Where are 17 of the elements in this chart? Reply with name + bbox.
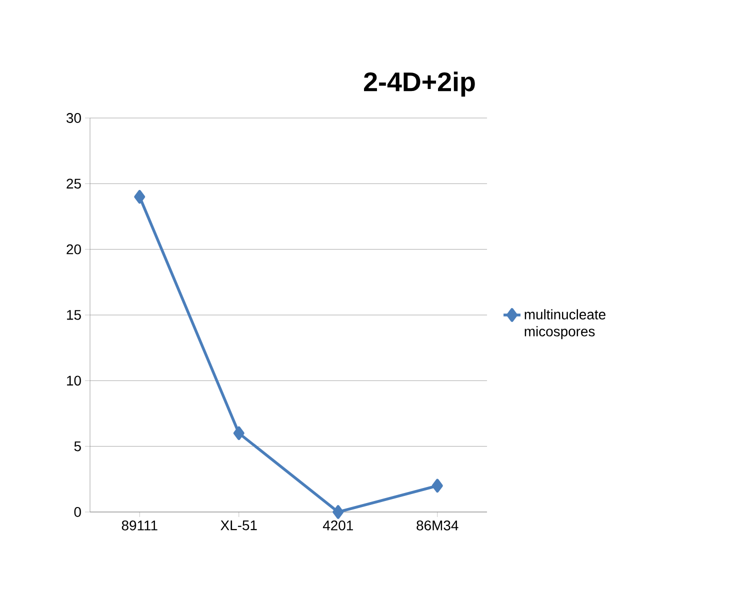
x-tick-label: 86M34 xyxy=(416,520,458,530)
y-tick-label: 25 xyxy=(66,178,81,189)
point xyxy=(332,505,344,519)
y-tick-label: 30 xyxy=(66,113,81,123)
x-tick-label: 89111 xyxy=(122,520,158,530)
legend-label: multinucleate micospores xyxy=(524,309,606,340)
y-tick-label: 0 xyxy=(74,507,81,517)
y-tick-label: 20 xyxy=(66,244,81,254)
y-tick-label: 15 xyxy=(67,310,81,320)
point xyxy=(233,426,244,440)
x-tick-label: 4201 xyxy=(322,520,353,530)
point xyxy=(432,478,443,493)
y-tick-label: 10 xyxy=(67,376,81,386)
y-tick-label: 5 xyxy=(74,441,81,452)
point xyxy=(134,190,146,204)
x-tick-label: XL-51 xyxy=(220,520,257,530)
chart-title: 2-4D+2ip xyxy=(364,72,475,97)
